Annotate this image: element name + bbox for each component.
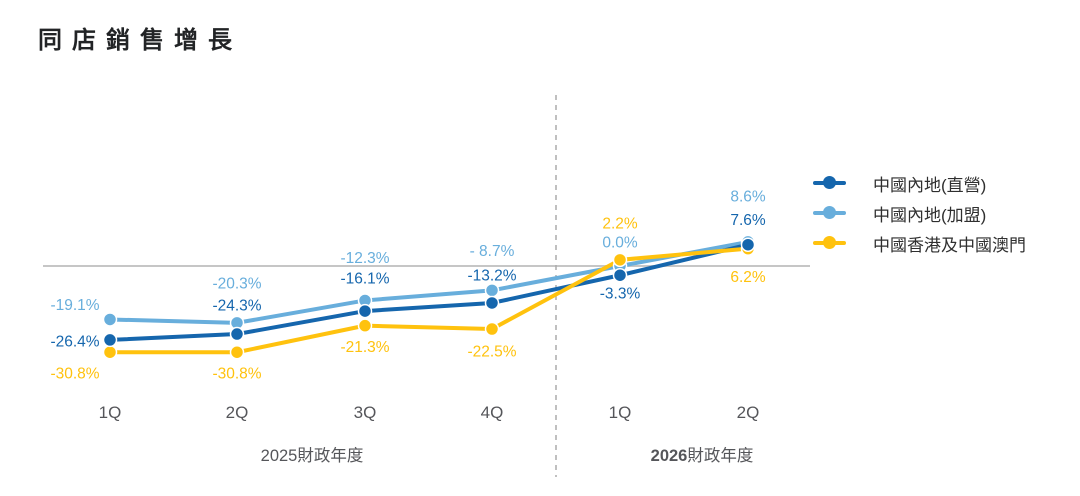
data-label: -30.8% <box>212 366 261 383</box>
legend-item: 中國內地(直營) <box>813 168 1026 198</box>
data-label: -30.8% <box>50 366 99 383</box>
data-point <box>484 295 500 311</box>
data-label: 0.0% <box>602 235 638 252</box>
data-point <box>612 267 628 283</box>
fiscal-year-label: 2025財政年度 <box>261 446 364 465</box>
data-label: -19.1% <box>50 297 99 314</box>
legend-label: 中國香港及中國澳門 <box>873 235 1026 255</box>
data-point <box>229 326 245 342</box>
data-point <box>484 283 500 298</box>
data-label: - 8.7% <box>470 243 515 260</box>
legend-marker-line-dot-icon <box>813 236 846 250</box>
data-label: -22.5% <box>467 344 516 361</box>
series-line <box>108 239 750 325</box>
series-line <box>108 242 750 342</box>
x-tick-label: 2Q <box>226 403 249 422</box>
data-label: -24.3% <box>212 298 261 315</box>
legend-marker-line-dot-icon <box>813 176 846 190</box>
legend-item: 中國香港及中國澳門 <box>813 228 1026 258</box>
data-point <box>102 332 118 348</box>
legend: 中國內地(直營) 中國內地(加盟) 中國香港及中國澳門 <box>813 168 1026 258</box>
chart-title: 同店銷售增長 <box>38 27 242 54</box>
data-label: -12.3% <box>340 250 389 267</box>
x-tick-label: 2Q <box>737 403 760 422</box>
data-label: -26.4% <box>50 333 99 350</box>
series-line <box>108 246 750 355</box>
legend-label: 中國內地(直營) <box>873 175 987 195</box>
data-label: -21.3% <box>340 339 389 356</box>
data-point <box>102 344 118 360</box>
x-tick-label: 3Q <box>354 403 377 422</box>
data-point <box>484 321 500 337</box>
data-label: 8.6% <box>730 188 766 205</box>
data-point <box>357 303 373 319</box>
legend-item: 中國內地(加盟) <box>813 198 1026 228</box>
data-label: -16.1% <box>340 271 389 288</box>
legend-marker-line-dot-icon <box>813 206 846 220</box>
x-tick-label: 1Q <box>609 403 632 422</box>
data-label: 7.6% <box>730 212 766 229</box>
data-label: 2.2% <box>602 215 638 232</box>
x-tick-label: 4Q <box>481 403 504 422</box>
data-point <box>357 318 373 333</box>
data-point <box>740 237 756 252</box>
data-label: -20.3% <box>212 275 261 292</box>
data-point <box>612 252 628 268</box>
legend-label: 中國內地(加盟) <box>873 205 987 225</box>
data-label: 6.2% <box>730 269 766 286</box>
fiscal-year-label: 2026財政年度 <box>651 446 754 465</box>
data-point <box>102 312 118 327</box>
x-tick-label: 1Q <box>99 403 122 422</box>
data-point <box>229 344 245 360</box>
data-label: -3.3% <box>600 286 641 303</box>
data-label: -13.2% <box>467 267 516 284</box>
